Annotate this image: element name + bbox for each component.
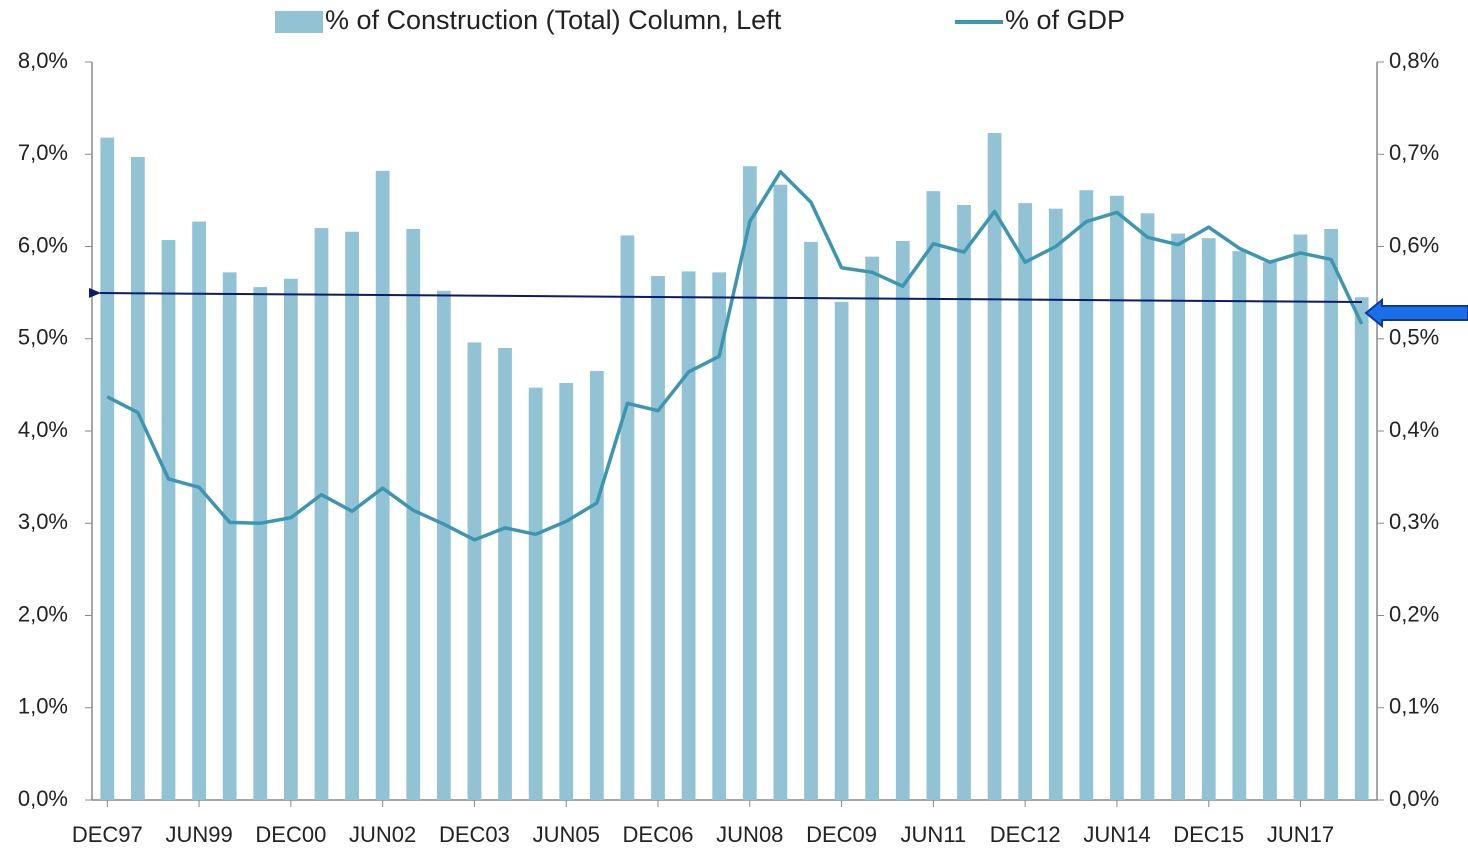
- bar: [742, 166, 757, 800]
- bar: [895, 240, 910, 801]
- annotation: [88, 287, 1468, 329]
- y2-tick-label: 0,6%: [1389, 232, 1439, 257]
- x-tick-label: JUN02: [349, 822, 416, 847]
- y-tick-label: 7,0%: [18, 140, 68, 165]
- x-tick-label: JUN05: [533, 822, 600, 847]
- bar: [1293, 234, 1308, 800]
- y-tick-label: 6,0%: [18, 232, 68, 257]
- x-tick-label: DEC09: [806, 822, 877, 847]
- bar: [834, 301, 849, 800]
- bar: [987, 133, 1002, 801]
- bar: [1354, 297, 1369, 800]
- x-tick-label: JUN17: [1267, 822, 1334, 847]
- line: [106, 170, 1364, 542]
- bar: [406, 228, 421, 800]
- x-tick-label: DEC97: [72, 822, 143, 847]
- x-tick-label: DEC12: [990, 822, 1061, 847]
- y-tick-label: 3,0%: [18, 509, 68, 534]
- bar: [375, 170, 390, 801]
- y2-tick-label: 0,2%: [1389, 601, 1439, 626]
- x-tick-label: DEC15: [1173, 822, 1244, 847]
- bar: [1079, 190, 1094, 801]
- y-tick-label: 2,0%: [18, 601, 68, 626]
- y2-tick-label: 0,3%: [1389, 509, 1439, 534]
- bar: [467, 342, 482, 800]
- bar: [192, 221, 206, 800]
- bar: [528, 387, 543, 800]
- x-tick-label: JUN99: [165, 822, 232, 847]
- legend-label: % of GDP: [1005, 5, 1125, 35]
- y2-tick-label: 0,8%: [1389, 48, 1439, 73]
- y2-tick-label: 0,0%: [1389, 786, 1439, 811]
- x-tick-label: DEC06: [623, 822, 694, 847]
- bar: [283, 278, 298, 801]
- bar: [773, 184, 788, 800]
- bar: [1140, 213, 1155, 801]
- y2-tick-label: 0,4%: [1389, 417, 1439, 442]
- block-arrow: [1364, 297, 1468, 329]
- y-tick-label: 4,0%: [18, 417, 68, 442]
- bar: [1201, 238, 1216, 800]
- legend: % of Construction (Total) Column, Left % …: [275, 5, 1125, 35]
- bar: [131, 157, 145, 800]
- bar: [651, 276, 665, 800]
- y-tick-label: 8,0%: [18, 48, 68, 73]
- bar: [1018, 203, 1033, 800]
- legend-swatch: [275, 11, 323, 33]
- plot: 0,0% 1,0% 2,0% 3,0% 4,0% 5,0% 6,0% 7,0% 8,0% 0,0%…: [18, 48, 1439, 847]
- bar: [436, 290, 451, 800]
- bar: [1110, 195, 1124, 800]
- annotation-arrow: [88, 287, 1363, 303]
- bar: [314, 228, 329, 801]
- bar: [926, 191, 941, 800]
- x-tick-label: JUN08: [716, 822, 783, 847]
- x-tick-label: DEC03: [439, 822, 510, 847]
- bar: [865, 256, 880, 801]
- y-tick-label: 1,0%: [18, 694, 68, 719]
- bar: [1171, 233, 1186, 800]
- bar: [1263, 262, 1277, 800]
- x-tick-label: DEC00: [255, 822, 326, 847]
- bar: [559, 383, 574, 800]
- bar: [161, 240, 176, 801]
- legend-label: % of Construction (Total) Column, Left: [325, 5, 782, 35]
- bar: [589, 371, 604, 800]
- bar: [957, 204, 971, 801]
- bar: [620, 235, 635, 800]
- bar: [100, 137, 115, 800]
- y2-tick-label: 0,7%: [1389, 140, 1439, 165]
- bar: [681, 271, 696, 801]
- y2-tick-label: 0,5%: [1389, 325, 1439, 350]
- bar: [222, 272, 237, 801]
- bar: [1232, 251, 1247, 801]
- y2-tick-label: 0,1%: [1389, 694, 1439, 719]
- bar: [804, 241, 818, 800]
- x-tick-label: JUN14: [1083, 822, 1150, 847]
- bar: [1324, 228, 1338, 800]
- bar: [1048, 208, 1063, 801]
- y-tick-label: 5,0%: [18, 325, 68, 350]
- bar: [498, 347, 512, 800]
- x-tick-label: JUN11: [901, 822, 967, 847]
- bar: [712, 272, 727, 801]
- y-tick-label: 0,0%: [18, 786, 68, 811]
- bar: [253, 287, 268, 801]
- bar: [345, 231, 359, 801]
